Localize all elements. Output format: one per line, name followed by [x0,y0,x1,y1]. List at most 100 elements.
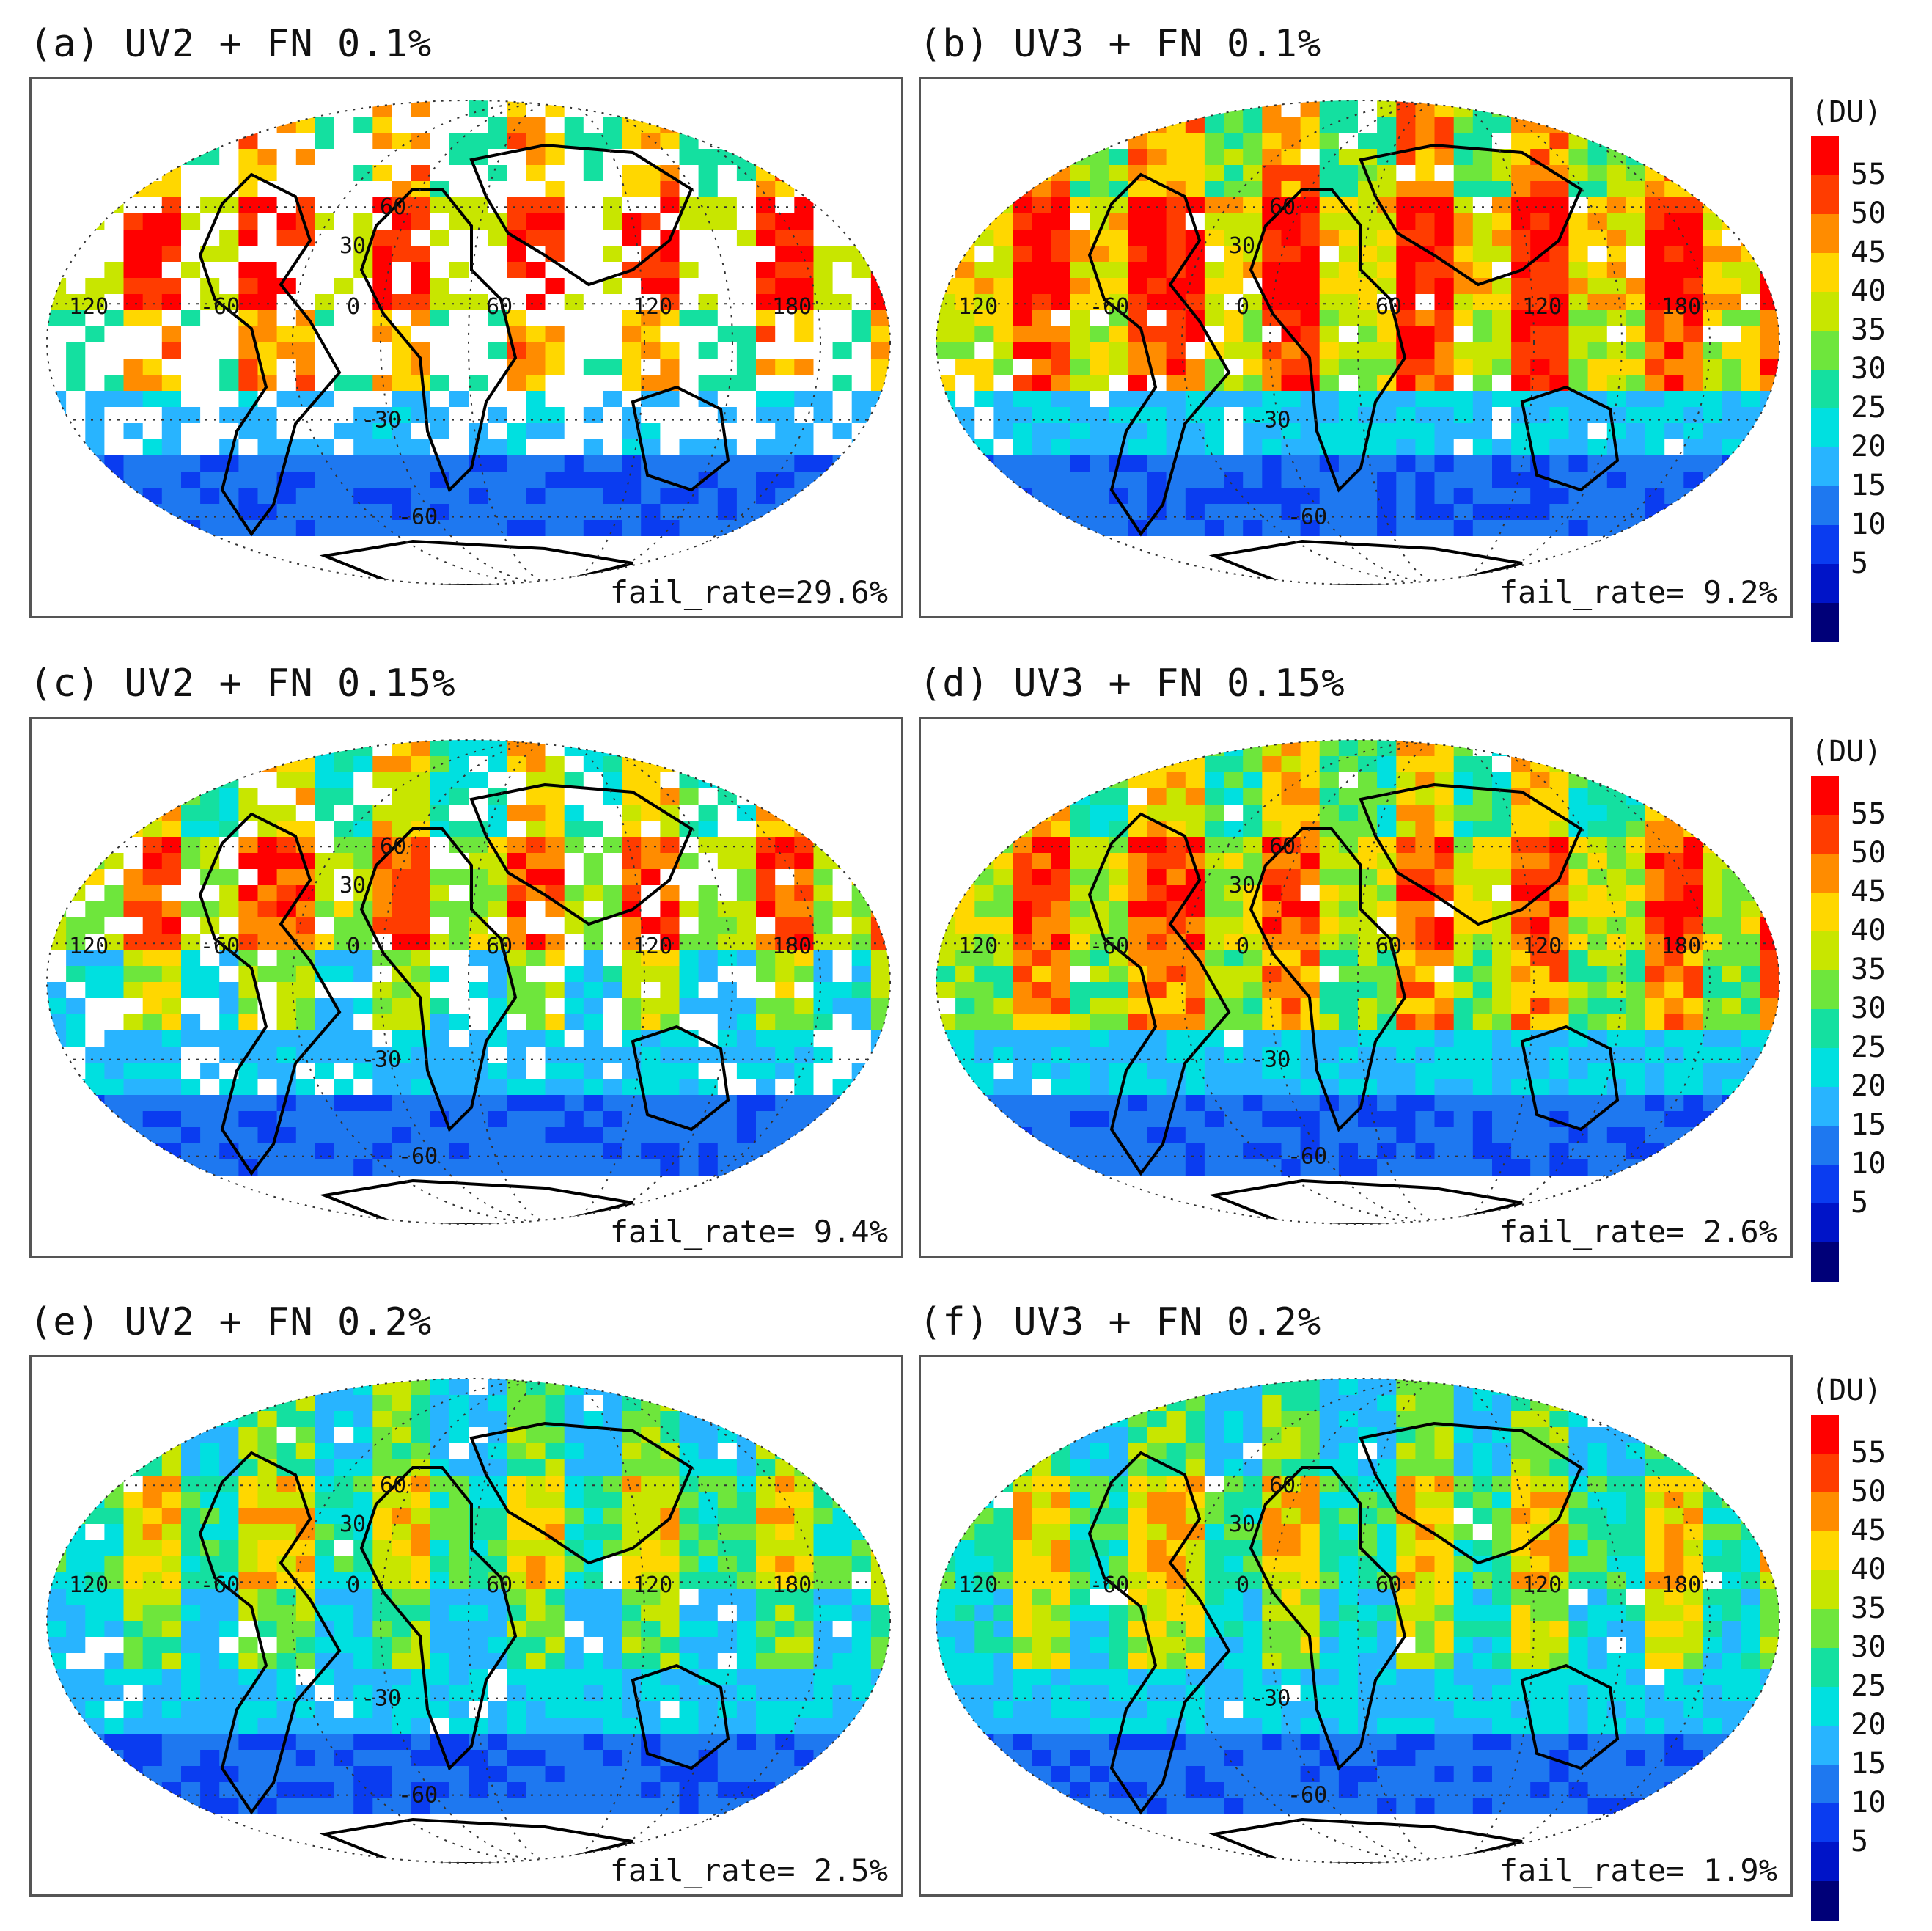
ozone-cell [1435,359,1455,375]
ozone-cell [660,278,680,295]
ozone-cell [334,423,354,440]
ozone-cell [449,1127,469,1144]
ozone-cell [871,1192,891,1209]
ozone-cell [1147,100,1167,117]
ozone-cell [974,246,994,263]
ozone-cell [1473,1047,1493,1063]
ozone-cell [1569,133,1589,150]
ozone-cell [411,772,431,789]
ozone-cell [1722,982,1742,999]
ozone-cell [871,294,891,311]
ozone-cell [699,998,719,1015]
ozone-cell [277,568,297,585]
ozone-cell [852,1127,872,1144]
ozone-cell [488,1192,507,1209]
ozone-cell [603,100,622,117]
ozone-cell [871,934,891,950]
ozone-cell [565,821,584,838]
ozone-cell [1511,982,1531,999]
ozone-cell [993,520,1013,537]
ozone-cell [449,1208,469,1225]
ozone-cell [1358,966,1378,983]
ozone-cell [699,100,719,117]
ozone-cell [507,1143,526,1160]
ozone-cell [1051,966,1071,983]
ozone-cell [794,966,814,983]
ozone-cell [546,278,565,295]
ozone-cell [955,117,975,133]
ozone-cell [1070,998,1090,1015]
ozone-cell [372,1192,392,1209]
ozone-cell [680,278,699,295]
ozone-cell [1664,359,1684,375]
ozone-cell [334,117,354,133]
ozone-cell [104,520,124,537]
ozone-cell [372,869,392,886]
ozone-cell [1435,375,1455,392]
ozone-cell [833,1095,853,1112]
ozone-cell [124,181,144,198]
ozone-cell [546,117,565,133]
ozone-cell [1645,342,1665,359]
ozone-cell [1090,568,1109,585]
ozone-cell [1109,998,1128,1015]
ozone-cell [353,439,373,456]
ozone-cell [124,1030,144,1047]
ozone-cell [737,917,757,934]
ozone-cell [1569,423,1589,440]
ozone-cell [1090,165,1109,182]
ozone-cell [315,117,335,133]
ozone-cell [411,117,431,133]
ozone-cell [1722,869,1742,886]
ozone-cell [1760,821,1780,838]
ozone-cell [1435,520,1455,537]
ozone-cell [1588,1063,1608,1080]
ozone-cell [871,230,891,246]
ozone-cell [1262,740,1282,757]
ozone-cell [162,472,182,488]
ozone-cell [219,407,239,424]
ozone-cell [936,740,956,757]
ozone-cell [1051,375,1071,392]
ozone-cell [680,359,699,375]
ozone-cell [411,1095,431,1112]
ozone-cell [993,756,1013,773]
ozone-cell [1435,488,1455,505]
ozone-cell [1626,230,1646,246]
ozone-cell [584,133,603,150]
ozone-cell [1051,1014,1071,1031]
ozone-cell [794,805,814,821]
ozone-cell [794,756,814,773]
ozone-cell [238,1176,258,1192]
ozone-cell [1492,740,1512,757]
ozone-cell [775,246,795,263]
ozone-cell [430,407,450,424]
ozone-cell [1051,488,1071,505]
colorbar-tick: 40 [1851,274,1886,308]
ozone-cell [936,837,956,854]
ozone-cell [794,982,814,999]
ozone-cell [1186,1014,1205,1031]
ozone-cell [1224,756,1244,773]
ozone-cell [1032,756,1052,773]
ozone-cell [1013,901,1033,918]
ozone-cell [794,1143,814,1160]
ozone-cell [852,788,872,805]
ozone-cell [936,342,956,359]
ozone-cell [66,246,86,263]
ozone-cell [1473,837,1493,854]
ozone-cell [1339,423,1359,440]
ozone-cell [1243,213,1263,230]
ozone-cell [603,407,622,424]
ozone-cell [372,1127,392,1144]
ozone-cell [775,278,795,295]
ozone-cell [993,439,1013,456]
ozone-cell [1032,1063,1052,1080]
ozone-cell [526,423,546,440]
ozone-cell [85,165,105,182]
ozone-cell [526,805,546,821]
ozone-cell [1109,982,1128,999]
ozone-cell [124,901,144,918]
ozone-cell [1377,1047,1397,1063]
ozone-cell [1128,536,1147,553]
